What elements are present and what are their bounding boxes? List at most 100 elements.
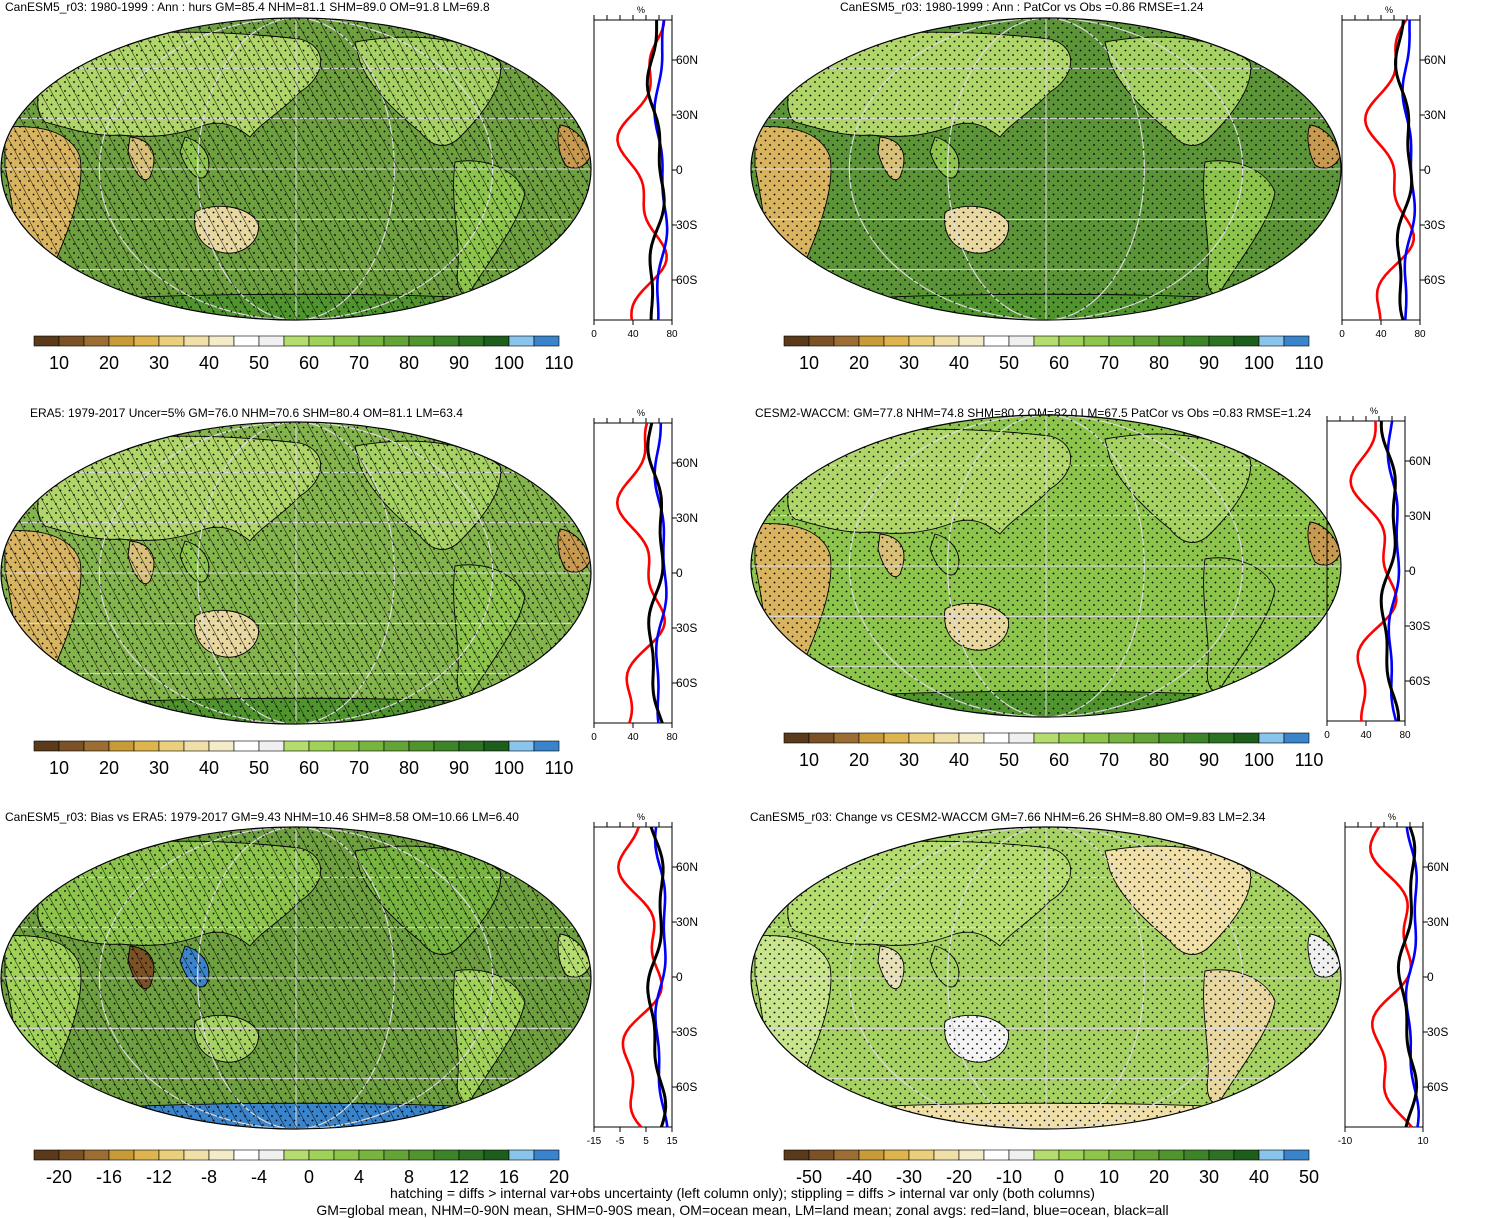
colorbar-swatch [958, 732, 985, 744]
zonal-tick-label: 0 [1339, 329, 1345, 340]
colorbar-label: 30 [149, 353, 169, 373]
colorbar-swatch [383, 740, 410, 752]
zonal-average-plot: % 60N 30N 0 30S 60S 0 40 80 [572, 5, 742, 350]
colorbar-label: 0 [1054, 1167, 1064, 1187]
panel-title: ERA5: 1979-2017 Uncer=5% GM=76.0 NHM=70.… [30, 406, 463, 420]
colorbar-label: 70 [1099, 750, 1119, 770]
colorbar-swatch [208, 335, 235, 347]
zonal-average-plot: % 60N 30N 0 30S 60S -15 -5 5 15 [572, 812, 742, 1157]
zonal-tick-label: 40 [627, 732, 639, 743]
ocean-zonal-line [1386, 420, 1401, 722]
colorbar-label: -50 [796, 1167, 822, 1187]
colorbar-label: 50 [999, 353, 1019, 373]
colorbar-swatch [1108, 335, 1135, 347]
colorbar-swatch [433, 740, 460, 752]
zonal-average-plot: % 60N 30N 0 30S 60S 0 40 80 [572, 408, 742, 753]
colorbar-swatch [1008, 732, 1035, 744]
colorbar: -20 -16 -12 -8 -4 0 4 8 12 16 20 [24, 1149, 569, 1192]
colorbar-swatch [883, 732, 910, 744]
colorbar-swatch [1158, 732, 1185, 744]
all-zonal-line [1396, 826, 1419, 1128]
colorbar-swatch [808, 1149, 835, 1161]
colorbar: 10 20 30 40 50 60 70 80 90 100 110 [24, 335, 573, 378]
land-zonal-line [1349, 420, 1398, 722]
colorbar-swatch [133, 740, 160, 752]
colorbar-swatch [283, 1149, 310, 1161]
colorbar-label: 20 [549, 1167, 569, 1187]
colorbar-swatch [133, 1149, 160, 1161]
ocean-zonal-line [1401, 19, 1417, 321]
colorbar-label: 90 [1199, 750, 1219, 770]
colorbar-swatch [58, 740, 85, 752]
latitude-label: 60S [1409, 674, 1430, 688]
colorbar-swatch [983, 1149, 1010, 1161]
stippling [751, 827, 1341, 1129]
colorbar-label: 50 [249, 353, 269, 373]
colorbar-swatch [258, 335, 285, 347]
colorbar-label: 40 [1249, 1167, 1269, 1187]
colorbar-swatch [533, 1149, 560, 1161]
colorbar-swatch [533, 740, 560, 752]
colorbar-swatch [1058, 335, 1085, 347]
colorbar-label: 10 [49, 353, 69, 373]
colorbar-swatch [58, 1149, 85, 1161]
latitude-label: 30S [676, 1025, 697, 1039]
zonal-unit: % [1385, 5, 1393, 15]
colorbar-swatch [933, 732, 960, 744]
colorbar-label: 90 [449, 758, 469, 778]
colorbar-swatch [1258, 732, 1285, 744]
zonal-frame [1341, 19, 1421, 321]
colorbar-swatch [433, 1149, 460, 1161]
colorbar-label: 90 [449, 353, 469, 373]
zonal-tick-label: 0 [591, 329, 597, 340]
colorbar-swatch [183, 740, 210, 752]
all-zonal-line [646, 422, 665, 724]
ocean-zonal-line [653, 19, 669, 321]
colorbar-swatch [58, 335, 85, 347]
colorbar-label: -10 [996, 1167, 1022, 1187]
panel-title: CanESM5_r03: Bias vs ERA5: 1979-2017 GM=… [5, 810, 519, 824]
colorbar-swatch [1283, 732, 1310, 744]
colorbar-swatch [1008, 1149, 1035, 1161]
colorbar-swatch [1133, 1149, 1160, 1161]
global-map [750, 826, 1342, 1130]
colorbar-swatch [1058, 1149, 1085, 1161]
global-map [0, 826, 592, 1130]
colorbar-swatch [808, 732, 835, 744]
colorbar-label: 110 [1295, 750, 1324, 770]
colorbar-swatch [283, 335, 310, 347]
latitude-label: 30N [1409, 509, 1431, 523]
latitude-label: 60N [676, 860, 698, 874]
colorbar-swatch [508, 1149, 535, 1161]
colorbar-swatch [883, 335, 910, 347]
colorbar-swatch [258, 740, 285, 752]
colorbar-swatch [283, 740, 310, 752]
colorbar-swatch [1083, 732, 1110, 744]
colorbar-swatch [433, 335, 460, 347]
colorbar-swatch [383, 1149, 410, 1161]
colorbar-swatch [1183, 1149, 1210, 1161]
zonal-tick-label: 80 [666, 329, 678, 340]
colorbar-swatch [408, 1149, 435, 1161]
colorbar-swatch [1258, 335, 1285, 347]
latitude-label: 60N [676, 53, 698, 67]
colorbar-swatch [258, 1149, 285, 1161]
colorbar-label: -4 [251, 1167, 267, 1187]
colorbar-label: 60 [299, 758, 319, 778]
colorbar-label: 10 [49, 758, 69, 778]
colorbar-swatch [333, 335, 360, 347]
zonal-tick-label: 80 [1414, 329, 1426, 340]
zonal-unit: % [637, 812, 645, 822]
zonal-tick-label: 0 [1324, 730, 1330, 741]
land-zonal-line [617, 826, 663, 1128]
colorbar-label: 90 [1199, 353, 1219, 373]
colorbar-swatch [908, 1149, 935, 1161]
global-map [750, 414, 1342, 718]
colorbar-swatch [908, 732, 935, 744]
colorbar-label: 60 [1049, 353, 1069, 373]
map-outline [750, 826, 1342, 1130]
colorbar-label: 0 [304, 1167, 314, 1187]
colorbar-label: 70 [1099, 353, 1119, 373]
stippling [751, 415, 1341, 717]
latitude-label: 0 [1424, 163, 1431, 177]
